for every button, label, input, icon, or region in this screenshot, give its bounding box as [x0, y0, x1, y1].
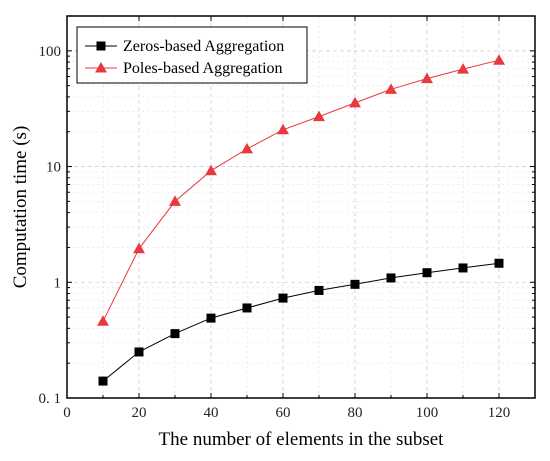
grid-lines	[67, 15, 535, 399]
series-line	[102, 59, 500, 322]
data-point	[242, 303, 252, 313]
x-tick-label: 40	[204, 405, 219, 421]
data-point	[206, 313, 216, 323]
axis-ticks: 0 20 40 60 80 100 120 0. 1 1 10 100	[39, 15, 535, 421]
plot-frame	[66, 15, 536, 399]
x-tick-label: 120	[488, 405, 511, 421]
x-axis-title: The number of elements in the subset	[159, 429, 445, 450]
data-point	[350, 279, 360, 289]
data-point	[278, 293, 288, 303]
data-point	[169, 195, 181, 206]
data-point	[314, 285, 324, 295]
data-point	[385, 83, 397, 94]
x-tick-label: 0	[63, 405, 71, 421]
data-point	[349, 96, 361, 108]
x-tick-label: 80	[348, 405, 363, 421]
data-point	[493, 54, 505, 65]
y-tick-label: 100	[39, 44, 62, 60]
y-tick-label: 10	[46, 160, 61, 176]
data-point	[98, 376, 108, 386]
legend-label-poles: Poles-based Aggregation	[123, 60, 283, 77]
series-poles	[97, 54, 505, 326]
data-point	[134, 347, 144, 357]
y-tick-label: 1	[54, 275, 62, 291]
data-point	[457, 63, 469, 74]
data-point	[313, 110, 325, 122]
data-point	[241, 142, 253, 154]
x-tick-label: 60	[276, 405, 291, 421]
data-point	[205, 164, 217, 176]
data-point	[170, 329, 180, 339]
data-point	[386, 273, 396, 283]
data-point	[97, 315, 109, 326]
x-tick-label: 20	[132, 405, 147, 421]
y-tick-label: 0. 1	[39, 391, 62, 407]
series-zeros	[98, 258, 504, 386]
data-point	[422, 268, 432, 278]
data-point	[494, 258, 504, 268]
series-layer	[97, 54, 505, 386]
data-point	[277, 123, 289, 135]
legend-marker-poles	[95, 62, 107, 73]
legend: Zeros-based Aggregation Poles-based Aggr…	[76, 26, 308, 84]
x-tick-label: 100	[416, 405, 439, 421]
y-axis-title: Computation time (s)	[10, 126, 31, 289]
legend-box	[76, 26, 308, 84]
data-point	[133, 242, 145, 254]
legend-label-zeros: Zeros-based Aggregation	[123, 38, 284, 55]
series-line	[102, 262, 500, 382]
legend-marker-zeros	[96, 41, 106, 51]
data-point	[421, 72, 433, 84]
data-point	[458, 263, 468, 273]
